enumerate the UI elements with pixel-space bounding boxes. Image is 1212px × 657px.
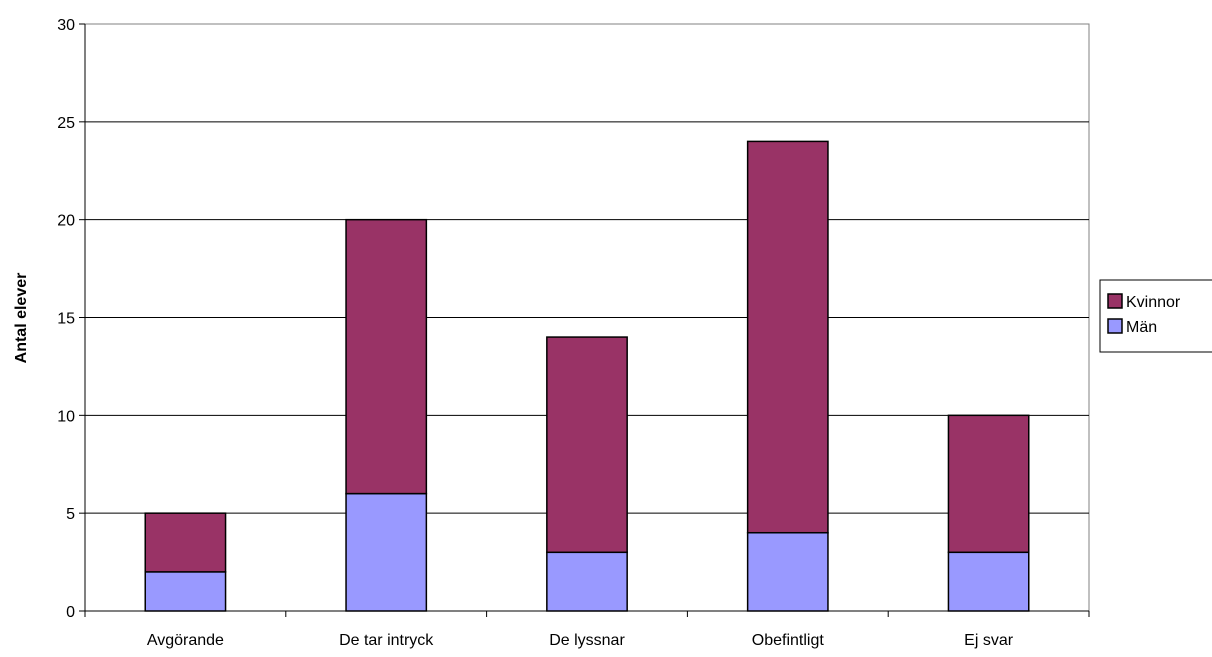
- bar-män-0: [144, 571, 227, 612]
- y-tick-label: 20: [57, 213, 75, 230]
- y-tick-label: 10: [57, 408, 75, 425]
- y-tick-label: 0: [66, 604, 75, 621]
- bar-män-1: [345, 492, 428, 612]
- x-axis-ticks: Avgörande De tar intryck De lyssnar Obefint…: [84, 611, 1090, 649]
- legend-swatch-män: [1107, 318, 1123, 334]
- bar-kvinnor-2: [546, 336, 628, 554]
- legend-label-kvinnor: Kvinnor: [1126, 294, 1181, 311]
- y-tick-label: 5: [66, 506, 75, 523]
- bar-män-2: [546, 551, 628, 612]
- legend-box: [1099, 279, 1212, 353]
- x-tick-label: Avgörande: [147, 632, 224, 649]
- bar-män-3: [746, 531, 829, 612]
- bars: [144, 140, 1030, 612]
- bar-kvinnor-4: [947, 414, 1030, 554]
- legend: Kvinnor Män: [1099, 279, 1212, 353]
- y-axis-label: Antal elever: [13, 273, 30, 364]
- bar-kvinnor-1: [345, 218, 428, 495]
- legend-label-män: Män: [1126, 319, 1157, 336]
- y-tick-label: 30: [57, 17, 75, 34]
- legend-swatch-kvinnor: [1107, 293, 1123, 309]
- y-tick-label: 25: [57, 115, 75, 132]
- x-tick-label: Obefintligt: [752, 632, 825, 649]
- bar-kvinnor-0: [144, 512, 227, 573]
- x-tick-label: De tar intryck: [339, 632, 434, 649]
- bar-män-4: [947, 551, 1030, 612]
- x-tick-label: Ej svar: [964, 632, 1014, 649]
- bar-kvinnor-3: [746, 140, 829, 534]
- x-tick-label: De lyssnar: [549, 632, 625, 649]
- y-axis-ticks: 0 5 10 15 20 25 30: [57, 17, 85, 621]
- y-tick-label: 15: [57, 311, 75, 328]
